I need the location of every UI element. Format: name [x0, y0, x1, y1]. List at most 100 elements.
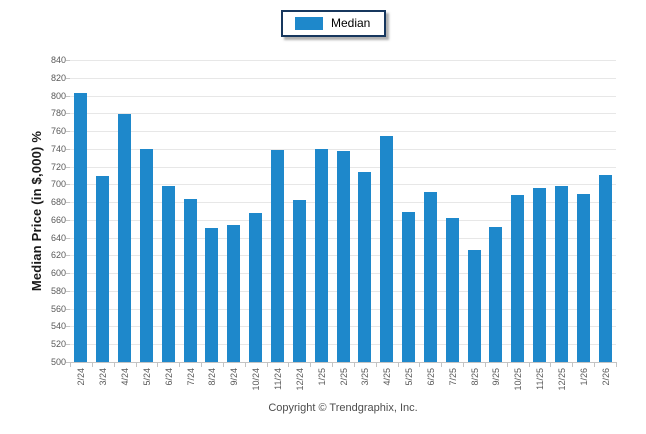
y-tick-mark — [66, 60, 70, 61]
x-tick-label: 10/25 — [513, 368, 524, 391]
gridline — [70, 95, 616, 97]
y-tick-mark — [66, 219, 70, 221]
x-tick-label: 12/25 — [556, 368, 567, 391]
x-tick-label: 2/26 — [600, 368, 611, 386]
y-tick-mark — [66, 113, 70, 115]
x-tick-label: 3/24 — [98, 368, 109, 386]
y-tick-label: 640 — [50, 232, 66, 243]
x-tick-mark — [332, 363, 334, 367]
x-tick-label: 12/24 — [294, 368, 305, 391]
y-tick-mark — [66, 362, 70, 363]
x-tick-label: 1/26 — [578, 368, 589, 386]
x-tick-mark — [463, 363, 465, 367]
y-tick-mark — [66, 166, 70, 168]
x-tick-label: 5/25 — [404, 368, 415, 386]
x-tick-label: 3/25 — [360, 368, 371, 386]
x-tick-label: 4/24 — [120, 368, 131, 386]
y-tick-mark — [66, 273, 70, 275]
x-tick-mark — [91, 363, 93, 367]
bar-12-25 — [554, 186, 568, 362]
y-tick-mark — [66, 202, 70, 204]
x-tick-mark — [70, 363, 71, 367]
y-tick-label: 700 — [50, 179, 66, 190]
y-tick-label: 600 — [50, 268, 66, 279]
x-tick-label: 9/25 — [491, 368, 502, 386]
bar-7-24 — [183, 198, 197, 362]
y-tick-label: 800 — [50, 90, 66, 101]
x-tick-mark — [288, 363, 290, 367]
bar-3-25 — [358, 171, 372, 362]
bar-2-26 — [598, 175, 612, 362]
x-tick-mark — [594, 363, 596, 367]
x-tick-mark — [506, 363, 508, 367]
bar-9-24 — [227, 225, 241, 362]
x-tick-label: 8/24 — [207, 368, 218, 386]
bar-9-25 — [489, 226, 503, 362]
x-tick-mark — [353, 363, 355, 367]
y-tick-label: 520 — [50, 339, 66, 350]
bar-10-24 — [249, 212, 263, 362]
bar-11-24 — [270, 149, 284, 362]
x-tick-label: 7/24 — [185, 368, 196, 386]
y-tick-mark — [66, 77, 70, 79]
gridline — [70, 148, 616, 150]
y-tick-label: 660 — [50, 214, 66, 225]
x-tick-mark — [484, 363, 486, 367]
x-tick-mark — [179, 363, 181, 367]
bar-5-24 — [139, 148, 153, 362]
x-tick-mark — [572, 363, 574, 367]
y-tick-mark — [66, 255, 70, 257]
y-tick-label: 740 — [50, 143, 66, 154]
bar-5-25 — [402, 211, 416, 362]
y-tick-label: 680 — [50, 197, 66, 208]
gridline — [70, 113, 616, 115]
bar-11-25 — [533, 187, 547, 362]
y-tick-mark — [66, 326, 70, 328]
y-tick-mark — [66, 95, 70, 97]
bar-12-24 — [292, 200, 306, 362]
bar-1-26 — [576, 194, 590, 362]
x-tick-mark — [441, 363, 443, 367]
x-tick-mark — [419, 363, 421, 367]
x-tick-label: 6/25 — [425, 368, 436, 386]
x-tick-mark — [266, 363, 268, 367]
bar-10-25 — [511, 195, 525, 362]
x-tick-label: 9/24 — [229, 368, 240, 386]
x-tick-label: 7/25 — [447, 368, 458, 386]
x-tick-label: 8/25 — [469, 368, 480, 386]
gridline — [70, 60, 616, 61]
bar-8-25 — [467, 250, 481, 362]
y-tick-label: 580 — [50, 285, 66, 296]
x-tick-label: 5/24 — [141, 368, 152, 386]
legend: Median — [281, 10, 387, 37]
x-tick-label: 4/25 — [382, 368, 393, 386]
y-tick-mark — [66, 290, 70, 292]
x-tick-mark — [550, 363, 552, 367]
x-tick-mark — [310, 363, 312, 367]
x-tick-label: 2/24 — [76, 368, 87, 386]
x-tick-mark — [528, 363, 530, 367]
x-tick-mark — [222, 363, 224, 367]
legend-label: Median — [331, 16, 371, 30]
bar-8-24 — [205, 227, 219, 362]
y-tick-label: 500 — [50, 357, 66, 367]
bar-4-25 — [380, 136, 394, 362]
y-tick-label: 560 — [50, 303, 66, 314]
gridline — [70, 77, 616, 79]
bar-2-24 — [74, 92, 88, 362]
y-tick-mark — [66, 344, 70, 346]
bar-4-24 — [118, 114, 132, 362]
bar-3-24 — [96, 176, 110, 362]
x-tick-label: 10/24 — [251, 368, 262, 391]
x-tick-mark — [375, 363, 377, 367]
x-tick-mark — [157, 363, 159, 367]
x-tick-mark — [201, 363, 203, 367]
x-tick-label: 11/24 — [272, 368, 283, 390]
bar-6-25 — [423, 192, 437, 362]
y-tick-label: 780 — [50, 108, 66, 119]
y-tick-label: 720 — [50, 161, 66, 172]
x-tick-label: 6/24 — [163, 368, 174, 386]
bar-6-24 — [161, 186, 175, 362]
